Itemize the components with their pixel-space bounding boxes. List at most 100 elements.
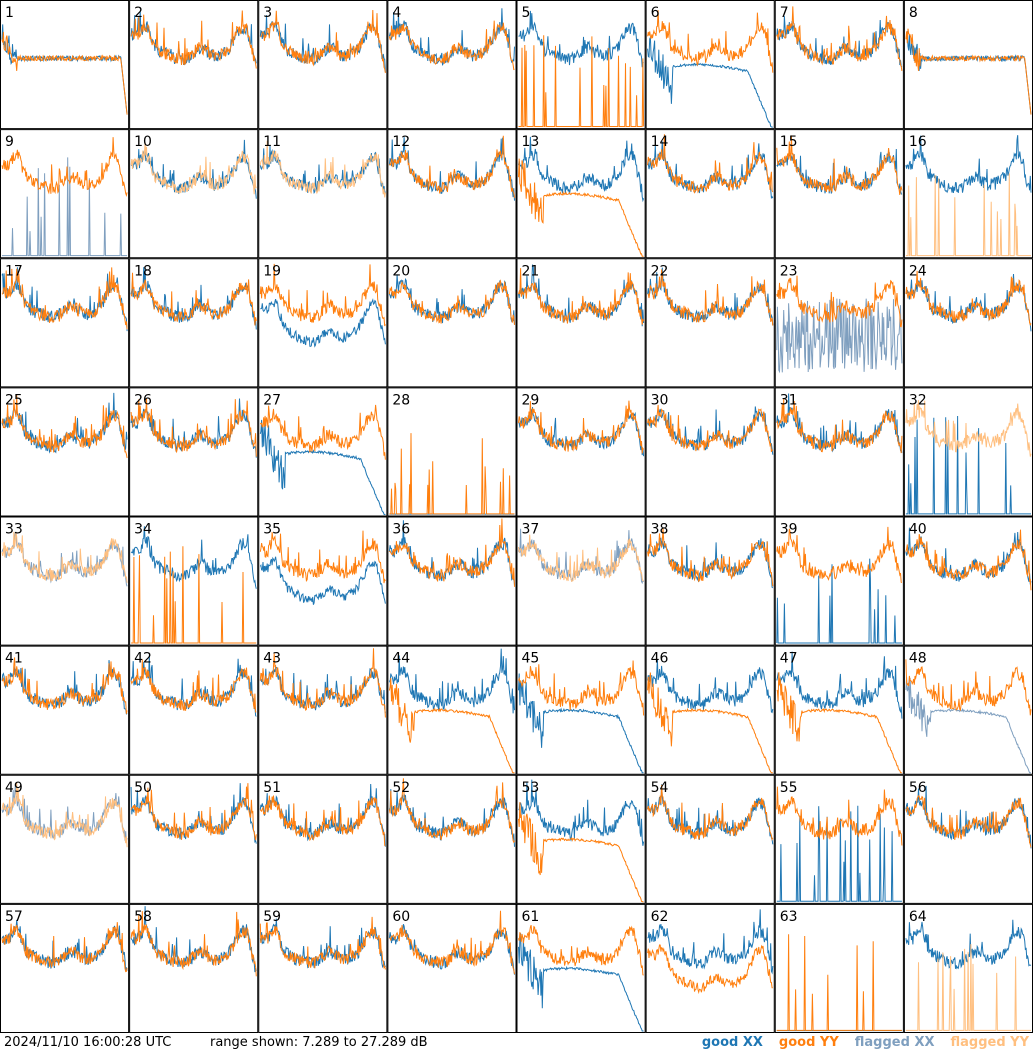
series-xx-9 xyxy=(2,157,128,257)
legend-good-xx: good XX xyxy=(701,1035,763,1050)
panel-label-6: 6 xyxy=(651,5,660,21)
series-yy-36 xyxy=(389,518,515,587)
panel-label-21: 21 xyxy=(522,263,540,279)
spectrum-panel-42: 42 xyxy=(129,645,259,775)
panel-label-47: 47 xyxy=(780,651,798,667)
panel-frame xyxy=(516,0,646,130)
series-yy-15 xyxy=(776,135,903,195)
panel-label-46: 46 xyxy=(651,651,669,667)
series-yy-29 xyxy=(518,400,645,454)
panel-label-27: 27 xyxy=(263,392,281,408)
series-yy-57 xyxy=(1,922,128,973)
panel-label-51: 51 xyxy=(263,780,281,796)
series-yy-55 xyxy=(776,786,903,846)
series-yy-6 xyxy=(647,10,774,73)
series-yy-28 xyxy=(389,433,515,515)
spectrum-panel-11: 11 xyxy=(258,129,388,259)
panel-label-49: 49 xyxy=(5,780,23,796)
spectrum-panel-47: 47 xyxy=(774,645,904,775)
panel-label-35: 35 xyxy=(263,522,281,538)
series-yy-24 xyxy=(905,270,1032,327)
spectrum-panel-33: 33 xyxy=(0,516,130,646)
spectrum-panel-59: 59 xyxy=(258,903,388,1033)
panel-label-16: 16 xyxy=(909,134,927,150)
legend-flagged-yy: flagged YY xyxy=(950,1035,1029,1050)
series-yy-63 xyxy=(776,934,902,1031)
spectrum-panel-51: 51 xyxy=(258,774,388,904)
panel-label-5: 5 xyxy=(522,5,531,21)
panel-label-38: 38 xyxy=(651,522,669,538)
panel-label-12: 12 xyxy=(392,134,410,150)
panel-label-7: 7 xyxy=(780,5,789,21)
series-xx-48 xyxy=(905,677,1031,774)
spectrum-panel-43: 43 xyxy=(258,645,388,775)
spectrum-panel-56: 56 xyxy=(903,774,1033,904)
panel-label-10: 10 xyxy=(134,134,152,150)
series-xx-55 xyxy=(776,805,902,902)
footer-bar: 2024/11/10 16:00:28 UTC range shown: 7.2… xyxy=(0,1033,1033,1053)
series-xx-13 xyxy=(518,136,645,203)
spectrum-panel-32: 32 xyxy=(903,387,1033,517)
series-yy-30 xyxy=(647,404,774,453)
spectrum-panel-6: 6 xyxy=(645,0,775,130)
panel-label-41: 41 xyxy=(5,651,23,667)
series-yy-23 xyxy=(776,275,903,328)
panel-label-45: 45 xyxy=(522,651,540,667)
series-yy-54 xyxy=(647,784,774,841)
panel-frame xyxy=(645,774,775,904)
panel-label-24: 24 xyxy=(909,263,927,279)
panel-label-19: 19 xyxy=(263,263,281,279)
series-yy-34 xyxy=(131,546,257,644)
series-yy-46 xyxy=(647,672,773,774)
series-yy-48 xyxy=(905,659,1032,716)
panel-label-11: 11 xyxy=(263,134,281,150)
spectrum-panel-27: 27 xyxy=(258,387,388,517)
series-yy-60 xyxy=(389,910,515,975)
series-xx-14 xyxy=(647,141,774,200)
panel-label-31: 31 xyxy=(780,392,798,408)
series-yy-62 xyxy=(647,944,773,995)
series-yy-35 xyxy=(259,530,386,584)
panel-frame xyxy=(258,129,388,259)
panel-label-1: 1 xyxy=(5,5,14,21)
series-yy-43 xyxy=(259,648,386,718)
series-yy-50 xyxy=(130,783,257,841)
panel-label-34: 34 xyxy=(134,522,152,538)
panel-label-26: 26 xyxy=(134,392,152,408)
spectrum-panel-63: 63 xyxy=(774,903,904,1033)
panel-frame xyxy=(0,774,130,904)
spectrum-panel-57: 57 xyxy=(0,903,130,1033)
series-xx-54 xyxy=(647,784,774,845)
series-yy-27 xyxy=(259,404,386,460)
panel-frame xyxy=(258,903,388,1033)
panel-label-20: 20 xyxy=(392,263,410,279)
panel-label-36: 36 xyxy=(392,522,410,538)
panel-frame xyxy=(0,129,130,259)
series-yy-64 xyxy=(905,944,1031,1031)
panel-label-56: 56 xyxy=(909,780,927,796)
series-yy-44 xyxy=(388,678,515,774)
range-shown: range shown: 7.289 to 27.289 dB xyxy=(210,1035,428,1050)
spectrum-panel-37: 37 xyxy=(516,516,646,646)
panel-label-61: 61 xyxy=(522,909,540,925)
panel-frame xyxy=(903,0,1033,130)
series-xx-61 xyxy=(518,933,644,1032)
panel-frame xyxy=(258,0,388,130)
panel-label-42: 42 xyxy=(134,651,152,667)
panel-label-18: 18 xyxy=(134,263,152,279)
series-yy-4 xyxy=(388,20,515,71)
panel-label-8: 8 xyxy=(909,5,918,21)
spectrum-panel-9: 9 xyxy=(0,129,130,259)
panel-frame xyxy=(774,903,904,1033)
spectrum-panel-44: 44 xyxy=(387,645,517,775)
panel-frame xyxy=(645,903,775,1033)
series-xx-44 xyxy=(388,648,515,714)
spectrum-panel-16: 16 xyxy=(903,129,1033,259)
panel-label-44: 44 xyxy=(392,651,410,667)
spectrum-panel-52: 52 xyxy=(387,774,517,904)
series-yy-19 xyxy=(259,263,386,327)
panel-label-58: 58 xyxy=(134,909,152,925)
spectrum-panel-15: 15 xyxy=(774,129,904,259)
panel-label-40: 40 xyxy=(909,522,927,538)
panel-label-48: 48 xyxy=(909,651,927,667)
